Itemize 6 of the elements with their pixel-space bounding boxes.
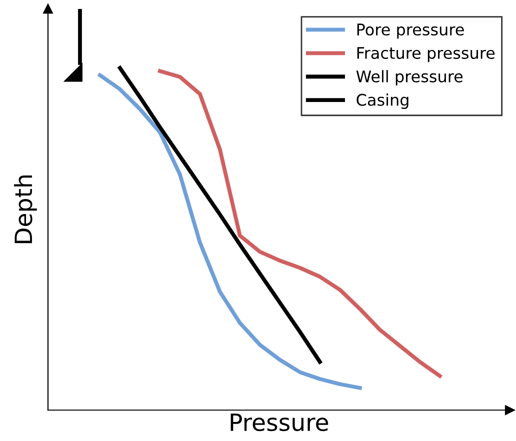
legend-label: Fracture pressure [357,47,495,62]
annotation: Casing [356,94,408,109]
y-axis-title: Depth [14,176,37,244]
legend-label: Well pressure [356,70,463,86]
x-axis-title: Pressure [230,414,328,432]
legend-label: Pore pressure [357,24,464,39]
